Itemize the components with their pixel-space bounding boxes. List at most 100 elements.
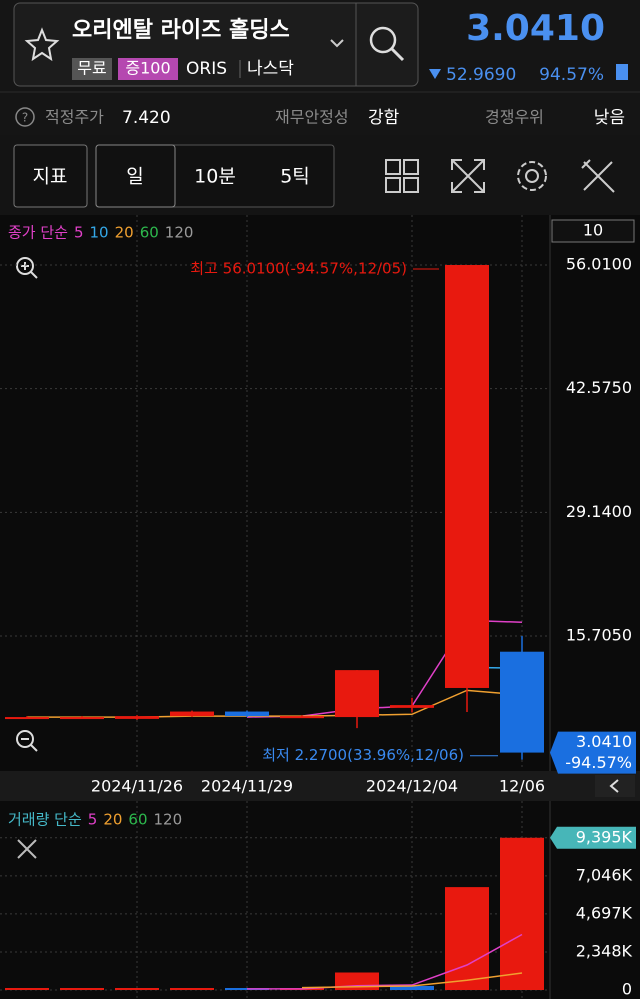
settings-icon[interactable]	[525, 169, 539, 183]
y-tick-label: 2,348K	[576, 941, 633, 960]
y-tick-label: 29.1400	[566, 502, 632, 521]
x-axis-bg	[0, 771, 640, 801]
down-arrow	[429, 69, 441, 79]
high-annotation: 최고 56.0100(-94.57%,12/05)	[190, 259, 407, 277]
legend-entry: 10	[90, 224, 109, 242]
ma-line	[27, 689, 523, 718]
volume-bar	[115, 988, 159, 990]
candle-body	[390, 705, 434, 708]
help-icon[interactable]	[15, 107, 35, 127]
volume-bar	[500, 837, 544, 990]
legend-entry: 20	[115, 224, 134, 242]
market: 나스닥	[247, 59, 294, 79]
legend-title: 종가 단순	[8, 224, 68, 242]
legend-title: 거래량 단순	[8, 811, 82, 829]
zoom-out[interactable]	[16, 730, 34, 748]
toolbar-icons	[385, 159, 615, 193]
x-tick-label: 12/06	[499, 777, 545, 796]
price-tag-label: 3.0410	[576, 732, 632, 751]
info-value: 7.420	[122, 108, 171, 128]
x-tick-label: 2024/11/26	[91, 777, 183, 796]
info-label: 경쟁우위	[485, 108, 544, 127]
search-icon-handle	[390, 47, 405, 62]
y-tick-label: 56.0100	[566, 254, 632, 273]
x-axis-button[interactable]	[595, 775, 635, 797]
candle-body	[5, 717, 49, 720]
zoom-out-mark	[21, 738, 38, 752]
help-mark: ?	[22, 111, 28, 125]
candle-body	[280, 716, 324, 719]
zoom-in[interactable]	[16, 257, 34, 275]
candle-body	[170, 711, 214, 717]
button-label: 지표	[33, 166, 68, 188]
search-box[interactable]	[13, 2, 419, 87]
info-label: 적정주가	[45, 108, 104, 127]
settings-icon	[517, 161, 547, 191]
button-label: 일	[126, 166, 143, 188]
stock-name: 오리엔탈 라이즈 홀딩스	[72, 17, 290, 43]
layout-icon	[403, 177, 419, 193]
volume-bar	[5, 988, 49, 990]
button[interactable]	[13, 144, 88, 208]
legend-entry: 60	[128, 811, 147, 829]
tag-bg	[118, 58, 178, 80]
button-label[interactable]: 10분	[194, 166, 236, 188]
expand-icon[interactable]	[451, 159, 485, 193]
tag: 증100	[125, 59, 170, 78]
info-label: 재무안정성	[275, 108, 349, 127]
legend-entry: 5	[88, 811, 98, 829]
legend-entry: 60	[140, 224, 159, 242]
ma-line	[246, 933, 523, 990]
layout-icon	[403, 159, 419, 175]
tag-bg	[72, 58, 112, 80]
price-tag	[550, 731, 636, 774]
y-tick-label: 42.5750	[566, 378, 632, 397]
low-annotation: 최저 2.2700(33.96%,12/06)	[262, 746, 464, 764]
info-value: 낮음	[594, 108, 625, 128]
zoom-icons	[16, 257, 38, 752]
tag: 무료	[77, 59, 106, 78]
volume-bar	[170, 988, 214, 990]
zoom-in-mark	[21, 262, 38, 279]
volume-tag	[550, 826, 636, 849]
volume-bar	[60, 988, 104, 990]
legend-entry: 5	[74, 224, 84, 242]
legend-entry: 20	[103, 811, 122, 829]
layout-icon	[385, 177, 401, 193]
star-icon[interactable]	[24, 27, 60, 62]
button-label[interactable]: 5틱	[280, 166, 310, 188]
volume-bar	[445, 887, 489, 990]
candle-body	[115, 716, 159, 719]
candle-body	[335, 670, 379, 718]
legend-entry: 120	[154, 811, 183, 829]
layout-icon[interactable]	[385, 159, 401, 175]
chevron[interactable]	[330, 39, 344, 48]
y-tick-label: 7,046K	[576, 865, 633, 884]
left-arrow	[609, 779, 619, 793]
y-tick-label: 15.7050	[566, 626, 632, 645]
candle-body	[60, 717, 104, 720]
ticker: ORIS	[186, 59, 227, 79]
price-tag-change: -94.57%	[565, 753, 632, 772]
y-tick-label: 0	[622, 980, 632, 999]
button[interactable]	[95, 144, 176, 208]
search-icon[interactable]	[369, 26, 397, 54]
close-icon[interactable]	[17, 839, 37, 859]
menu-icon[interactable]	[616, 64, 628, 80]
period-box[interactable]	[551, 219, 635, 243]
info-value: 강함	[368, 108, 400, 128]
current-price: 3.0410	[466, 8, 605, 49]
legend-entry: 120	[165, 224, 194, 242]
ma-line	[301, 972, 523, 989]
change-rate: 94.57%	[539, 65, 604, 85]
candle-body	[225, 711, 269, 717]
y-tick-label: 4,697K	[576, 903, 633, 922]
x-tick-label: 2024/11/29	[201, 777, 293, 796]
period-label: 10	[583, 221, 603, 240]
tools-icon[interactable]	[581, 159, 615, 193]
volume-bar	[390, 985, 434, 990]
y-tick-label: 9,395K	[576, 827, 633, 846]
x-tick-label: 2024/12/04	[366, 777, 458, 796]
candle-body	[500, 651, 544, 753]
